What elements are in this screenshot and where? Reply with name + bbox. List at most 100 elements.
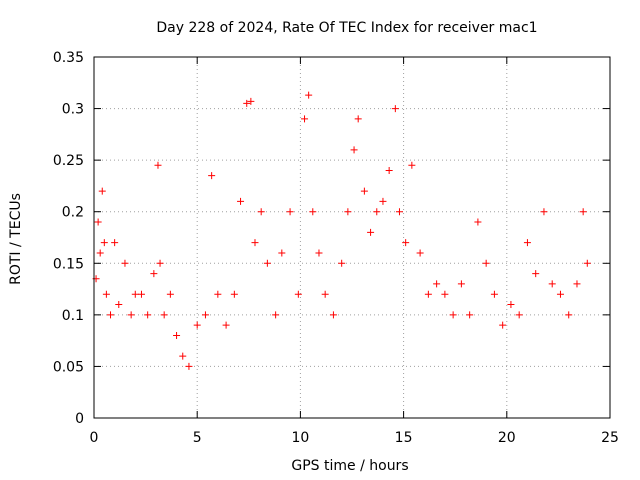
data-point bbox=[160, 311, 168, 319]
data-point bbox=[523, 239, 531, 247]
data-point bbox=[490, 290, 498, 298]
data-point bbox=[482, 259, 490, 267]
data-point bbox=[96, 249, 104, 257]
x-tick-label: 15 bbox=[395, 430, 413, 446]
data-point bbox=[408, 161, 416, 169]
data-point bbox=[173, 331, 181, 339]
x-tick-label: 10 bbox=[291, 430, 309, 446]
data-point bbox=[499, 321, 507, 329]
y-tick-label: 0.3 bbox=[62, 102, 84, 118]
data-point bbox=[144, 311, 152, 319]
data-point bbox=[565, 311, 573, 319]
data-point bbox=[329, 311, 337, 319]
data-point bbox=[102, 290, 110, 298]
data-point bbox=[127, 311, 135, 319]
data-point bbox=[402, 239, 410, 247]
data-point bbox=[457, 280, 465, 288]
data-point bbox=[98, 187, 106, 195]
data-point bbox=[237, 197, 245, 205]
x-tick-label: 0 bbox=[90, 430, 99, 446]
data-point bbox=[373, 208, 381, 216]
data-point bbox=[350, 146, 358, 154]
plot-border bbox=[93, 56, 611, 419]
data-point bbox=[247, 97, 255, 105]
data-point bbox=[257, 208, 265, 216]
data-point bbox=[263, 259, 271, 267]
y-tick-label: 0 bbox=[75, 411, 84, 427]
data-point bbox=[385, 166, 393, 174]
data-point bbox=[94, 218, 102, 226]
data-point bbox=[315, 249, 323, 257]
data-point bbox=[360, 187, 368, 195]
data-point bbox=[395, 208, 403, 216]
data-point bbox=[338, 259, 346, 267]
data-point bbox=[278, 249, 286, 257]
data-point bbox=[449, 311, 457, 319]
x-tick-label: 20 bbox=[498, 430, 516, 446]
data-point bbox=[201, 311, 209, 319]
data-point bbox=[556, 290, 564, 298]
y-tick-label: 0.25 bbox=[53, 153, 84, 169]
data-point bbox=[466, 311, 474, 319]
data-point bbox=[321, 290, 329, 298]
chart-title: Day 228 of 2024, Rate Of TEC Index for r… bbox=[156, 20, 537, 36]
data-point bbox=[579, 208, 587, 216]
data-point bbox=[137, 290, 145, 298]
data-point bbox=[107, 311, 115, 319]
data-point bbox=[583, 259, 591, 267]
data-point bbox=[208, 172, 216, 180]
y-tick-label: 0.15 bbox=[53, 256, 84, 272]
data-point bbox=[286, 208, 294, 216]
grid-lines bbox=[94, 57, 610, 418]
y-tick-label: 0.1 bbox=[62, 308, 84, 324]
data-point bbox=[515, 311, 523, 319]
data-point bbox=[532, 270, 540, 278]
y-tick-label: 0.2 bbox=[62, 205, 84, 221]
data-point bbox=[185, 362, 193, 370]
data-point bbox=[573, 280, 581, 288]
data-point bbox=[424, 290, 432, 298]
data-point bbox=[548, 280, 556, 288]
data-point bbox=[214, 290, 222, 298]
data-point bbox=[540, 208, 548, 216]
data-point bbox=[309, 208, 317, 216]
data-point bbox=[294, 290, 302, 298]
data-point bbox=[179, 352, 187, 360]
data-point bbox=[441, 290, 449, 298]
data-point bbox=[367, 228, 375, 236]
x-tick-label: 25 bbox=[601, 430, 619, 446]
data-point bbox=[230, 290, 238, 298]
data-point bbox=[354, 115, 362, 123]
data-point bbox=[156, 259, 164, 267]
data-points bbox=[92, 91, 591, 370]
data-point bbox=[251, 239, 259, 247]
data-point bbox=[344, 208, 352, 216]
plot-frame bbox=[93, 56, 611, 419]
x-tick-label: 5 bbox=[193, 430, 202, 446]
data-point bbox=[166, 290, 174, 298]
data-point bbox=[121, 259, 129, 267]
data-point bbox=[305, 91, 313, 99]
data-point bbox=[150, 270, 158, 278]
data-point bbox=[416, 249, 424, 257]
y-tick-label: 0.05 bbox=[53, 359, 84, 375]
data-point bbox=[222, 321, 230, 329]
data-point bbox=[272, 311, 280, 319]
data-point bbox=[193, 321, 201, 329]
data-point bbox=[154, 161, 162, 169]
data-point bbox=[100, 239, 108, 247]
tick-labels: 0 0.05 0.1 0.15 0.2 0.25 0.3 0.35 0 5 10 15 20 25 bbox=[53, 50, 619, 446]
data-point bbox=[379, 197, 387, 205]
data-point bbox=[301, 115, 309, 123]
y-tick-label: 0.35 bbox=[53, 50, 84, 66]
data-point bbox=[507, 301, 515, 309]
data-point bbox=[243, 99, 251, 107]
y-axis-label: ROTI / TECUs bbox=[8, 193, 24, 285]
data-point bbox=[115, 301, 123, 309]
data-point bbox=[131, 290, 139, 298]
x-axis-label: GPS time / hours bbox=[291, 458, 408, 474]
data-point bbox=[433, 280, 441, 288]
data-point bbox=[111, 239, 119, 247]
data-point bbox=[391, 105, 399, 113]
